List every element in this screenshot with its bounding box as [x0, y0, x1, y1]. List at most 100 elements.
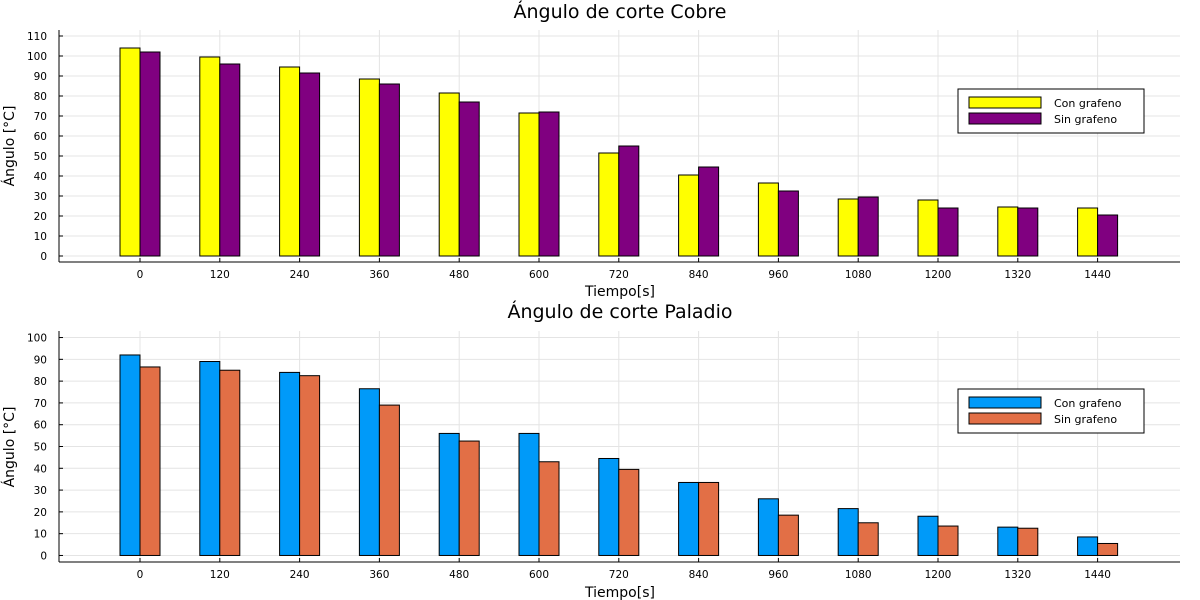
y-tick-label: 60 — [34, 420, 47, 432]
x-tick-label: 600 — [529, 269, 549, 281]
y-tick-label: 0 — [40, 251, 47, 263]
bar-con-grafeno — [438, 92, 460, 257]
bar-con-grafeno — [518, 432, 540, 556]
bar-sin-grafeno — [139, 366, 161, 556]
bar-sin-grafeno — [698, 166, 720, 257]
legend-swatch-con-grafeno — [968, 96, 1042, 109]
bars-paladio — [119, 354, 1119, 556]
y-tick-label: 0 — [40, 550, 47, 562]
x-tick-label: 1440 — [1084, 269, 1111, 281]
x-tick-label: 120 — [210, 569, 230, 581]
y-tick-label: 90 — [34, 71, 47, 83]
x-axis-label: Tiempo[s] — [584, 585, 655, 600]
y-tick-label: 80 — [34, 91, 47, 103]
legend-box — [957, 88, 1145, 134]
legend-label-sin-grafeno: Sin grafeno — [1054, 413, 1117, 426]
x-tick-label: 1200 — [925, 569, 952, 581]
bars-cobre — [119, 47, 1119, 257]
x-tick-label: 1440 — [1084, 569, 1111, 581]
bar-sin-grafeno — [1017, 207, 1039, 257]
bar-sin-grafeno — [1017, 527, 1039, 556]
bar-con-grafeno — [199, 361, 221, 556]
y-tick-label: 60 — [34, 131, 47, 143]
y-tick-label: 110 — [27, 31, 47, 43]
bar-sin-grafeno — [618, 145, 640, 257]
bar-con-grafeno — [757, 182, 779, 257]
bar-con-grafeno — [358, 78, 380, 257]
x-tick-label: 720 — [609, 569, 629, 581]
xticks-cobre: 0 120 240 360 480 600 720 840 960 1080 1200 1320 144… — [137, 258, 1111, 281]
yticks-cobre: 0 10 20 30 40 50 60 70 80 90 100 110 — [27, 31, 63, 263]
bar-sin-grafeno — [857, 196, 879, 257]
legend-swatch-sin-grafeno — [968, 112, 1042, 125]
x-tick-label: 240 — [290, 269, 310, 281]
bar-con-grafeno — [678, 481, 700, 556]
bar-sin-grafeno — [139, 51, 161, 257]
chart-title: Ángulo de corte Paladio — [507, 300, 732, 323]
x-tick-label: 1080 — [845, 569, 872, 581]
bar-sin-grafeno — [219, 369, 241, 556]
x-tick-label: 0 — [137, 569, 144, 581]
bar-con-grafeno — [678, 174, 700, 257]
bar-con-grafeno — [837, 508, 859, 556]
x-tick-label: 960 — [768, 569, 788, 581]
xticks-paladio: 0 120 240 360 480 600 720 840 960 1080 1200 1320 144… — [137, 558, 1111, 581]
bar-con-grafeno — [358, 388, 380, 556]
bar-con-grafeno — [199, 56, 221, 257]
bar-con-grafeno — [279, 66, 301, 257]
y-tick-label: 20 — [34, 507, 47, 519]
x-tick-label: 360 — [369, 269, 389, 281]
x-tick-label: 120 — [210, 269, 230, 281]
y-axis-label: Ángulo [°C] — [1, 106, 18, 187]
legend-label-con-grafeno: Con grafeno — [1054, 97, 1122, 110]
x-tick-label: 720 — [609, 269, 629, 281]
x-tick-label: 1320 — [1004, 569, 1031, 581]
x-tick-label: 960 — [768, 269, 788, 281]
bar-sin-grafeno — [1097, 542, 1119, 556]
bar-con-grafeno — [917, 199, 939, 257]
bar-sin-grafeno — [538, 461, 560, 556]
bar-con-grafeno — [917, 515, 939, 556]
bar-con-grafeno — [1077, 536, 1099, 556]
x-tick-label: 0 — [137, 269, 144, 281]
y-tick-label: 10 — [34, 231, 47, 243]
bar-sin-grafeno — [1097, 214, 1119, 257]
bar-con-grafeno — [598, 457, 620, 556]
chart-title: Ángulo de corte Cobre — [514, 0, 727, 23]
x-tick-label: 240 — [290, 569, 310, 581]
legend-label-sin-grafeno: Sin grafeno — [1054, 113, 1117, 126]
legend-cobre: Con grafeno Sin grafeno — [957, 88, 1145, 134]
bar-sin-grafeno — [857, 522, 879, 556]
bar-con-grafeno — [757, 498, 779, 556]
x-tick-label: 840 — [689, 269, 709, 281]
bar-sin-grafeno — [299, 375, 321, 556]
bar-con-grafeno — [1077, 207, 1099, 257]
bar-sin-grafeno — [299, 72, 321, 257]
bar-sin-grafeno — [458, 440, 480, 556]
y-tick-label: 20 — [34, 211, 47, 223]
y-axis-label: Ángulo [°C] — [1, 407, 18, 488]
bar-con-grafeno — [598, 152, 620, 257]
y-tick-label: 30 — [34, 191, 47, 203]
bar-sin-grafeno — [777, 190, 799, 257]
y-tick-label: 70 — [34, 111, 47, 123]
bar-sin-grafeno — [378, 83, 400, 257]
x-tick-label: 1080 — [845, 269, 872, 281]
y-tick-label: 100 — [27, 333, 47, 345]
y-tick-label: 10 — [34, 529, 47, 541]
y-tick-label: 40 — [34, 171, 47, 183]
x-tick-label: 480 — [449, 269, 469, 281]
bar-sin-grafeno — [937, 207, 959, 257]
x-tick-label: 840 — [689, 569, 709, 581]
y-tick-label: 50 — [34, 442, 47, 454]
y-tick-label: 40 — [34, 463, 47, 475]
bar-sin-grafeno — [698, 481, 720, 556]
x-tick-label: 600 — [529, 569, 549, 581]
bar-sin-grafeno — [538, 111, 560, 257]
legend-box — [957, 388, 1145, 434]
bar-con-grafeno — [279, 371, 301, 556]
bar-con-grafeno — [438, 432, 460, 556]
y-tick-label: 90 — [34, 354, 47, 366]
x-tick-label: 360 — [369, 569, 389, 581]
